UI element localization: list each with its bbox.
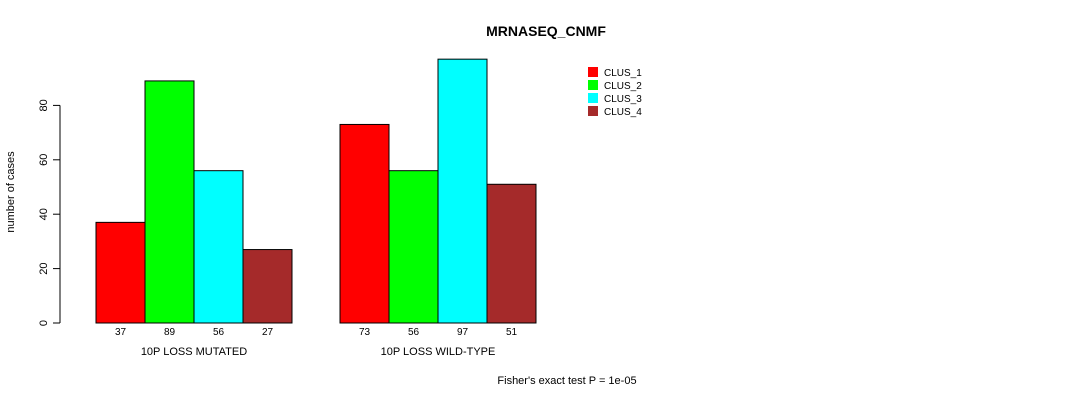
bar-value-label: 56 — [408, 327, 420, 338]
bar-clus-2-group-1 — [144, 80, 195, 324]
legend-swatch-clus-1 — [588, 67, 598, 77]
bar-value-label: 97 — [457, 327, 469, 338]
bars-group — [95, 58, 537, 324]
bar-clus-1-group-1 — [95, 221, 146, 324]
y-tick-label: 60 — [38, 154, 50, 166]
legend-label: CLUS_1 — [604, 68, 642, 79]
bar-value-label: 37 — [115, 327, 127, 338]
y-tick-label: 40 — [38, 208, 50, 220]
bar-clus-1-group-2 — [339, 123, 390, 324]
chart-title: MRNASEQ_CNMF — [486, 23, 606, 39]
group-labels-group: 10P LOSS MUTATED 10P LOSS WILD-TYPE — [141, 346, 496, 358]
y-tick-label: 0 — [38, 320, 50, 326]
value-labels-group: 37 89 56 27 73 56 97 51 — [115, 327, 518, 338]
bar-clus-4-group-1 — [242, 249, 293, 324]
bar-value-label: 51 — [506, 327, 518, 338]
bar-value-label: 56 — [213, 327, 225, 338]
legend-label: CLUS_4 — [604, 107, 642, 118]
legend-label: CLUS_2 — [604, 81, 642, 92]
legend: CLUS_1 CLUS_2 CLUS_3 CLUS_4 — [588, 67, 642, 118]
y-axis: 0 20 40 60 80 — [38, 99, 61, 326]
legend-swatch-clus-3 — [588, 93, 598, 103]
y-tick-label: 80 — [38, 99, 50, 111]
bar-value-label: 27 — [262, 327, 274, 338]
group-label: 10P LOSS MUTATED — [141, 346, 247, 358]
bar-value-label: 73 — [359, 327, 371, 338]
fisher-test-footnote: Fisher's exact test P = 1e-05 — [497, 375, 636, 387]
legend-swatch-clus-2 — [588, 80, 598, 90]
group-label: 10P LOSS WILD-TYPE — [381, 346, 496, 358]
bar-value-label: 89 — [164, 327, 176, 338]
y-axis-label: number of cases — [5, 151, 17, 233]
bar-clus-4-group-2 — [486, 183, 537, 324]
legend-swatch-clus-4 — [588, 106, 598, 116]
legend-label: CLUS_3 — [604, 94, 642, 105]
bar-clus-2-group-2 — [388, 170, 439, 324]
y-tick-label: 20 — [38, 262, 50, 274]
bar-clus-3-group-2 — [437, 58, 488, 324]
bar-clus-3-group-1 — [193, 170, 244, 324]
